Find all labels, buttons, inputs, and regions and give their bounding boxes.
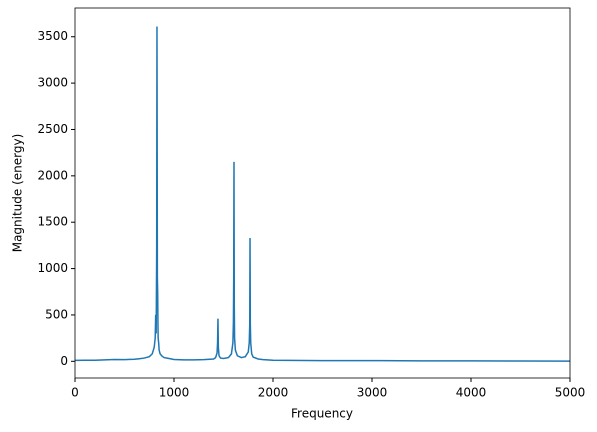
x-tick-label: 0	[71, 386, 79, 400]
y-tick-label: 2500	[37, 122, 68, 136]
y-tick-label: 500	[45, 307, 68, 321]
x-tick-label: 3000	[357, 386, 388, 400]
x-tick-label: 5000	[555, 386, 586, 400]
y-axis-label: Magnitude (energy)	[11, 134, 25, 253]
y-tick-label: 1000	[37, 261, 68, 275]
x-axis-label: Frequency	[291, 407, 353, 421]
y-tick-label: 3000	[37, 76, 68, 90]
y-tick-label: 2000	[37, 168, 68, 182]
y-tick-label: 3500	[37, 29, 68, 43]
x-tick-label: 1000	[159, 386, 190, 400]
y-tick-label: 1500	[37, 215, 68, 229]
line-series	[75, 26, 570, 362]
x-tick-label: 4000	[456, 386, 487, 400]
y-tick-label: 0	[60, 354, 68, 368]
plot-frame	[74, 7, 571, 379]
x-tick-label: 2000	[258, 386, 289, 400]
